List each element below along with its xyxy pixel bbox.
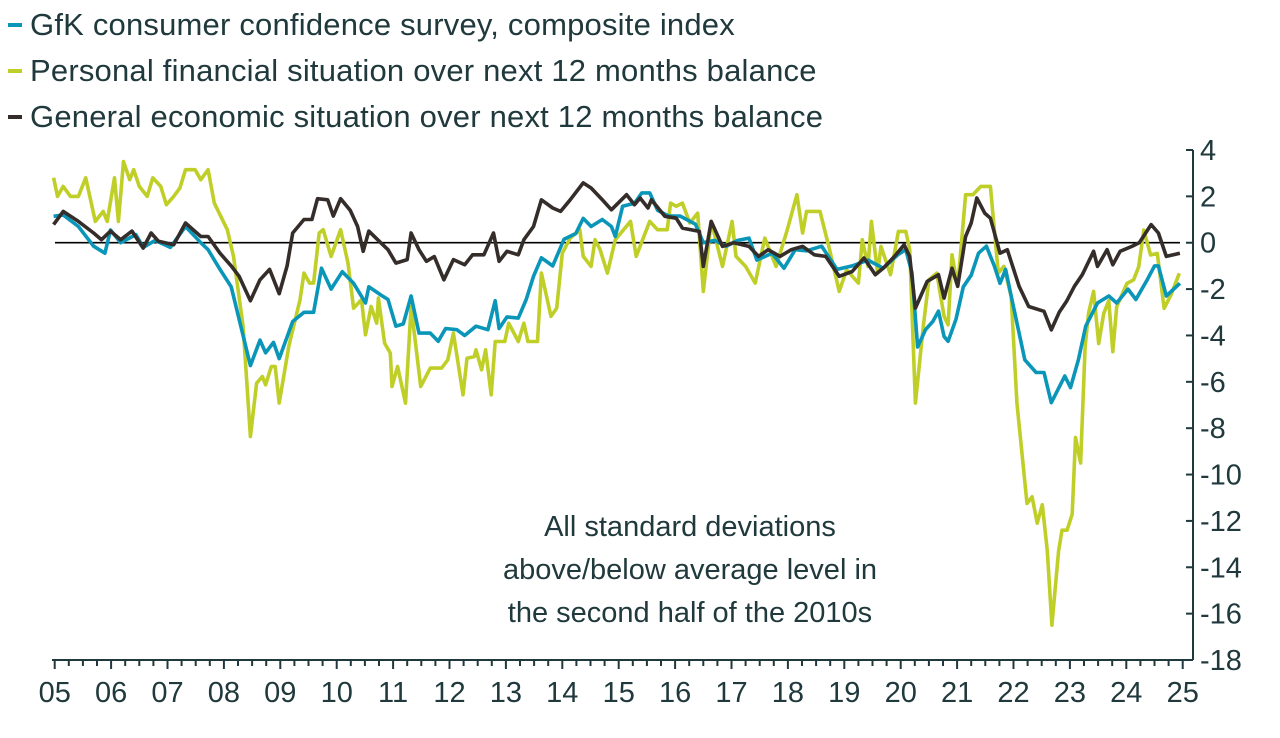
y-tick-label: -10 xyxy=(1200,460,1242,492)
y-tick-label: -16 xyxy=(1200,599,1242,631)
legend-swatch-personal xyxy=(8,69,22,73)
y-tick-label: -4 xyxy=(1200,320,1226,352)
x-tick-label: 20 xyxy=(885,677,917,709)
x-tick-label: 06 xyxy=(95,677,127,709)
x-tick-label: 07 xyxy=(151,677,183,709)
legend-swatch-composite xyxy=(8,23,22,27)
annotation-line-2: above/below average level in xyxy=(503,554,877,586)
legend-swatch-general xyxy=(8,115,22,119)
x-tick-label: 10 xyxy=(321,677,353,709)
legend-label-personal: Personal financial situation over next 1… xyxy=(30,53,817,88)
y-tick-label: -6 xyxy=(1200,367,1226,399)
x-tick-label: 08 xyxy=(208,677,240,709)
series-line-composite xyxy=(53,191,1182,405)
series-lines xyxy=(51,159,1182,627)
series-line-general xyxy=(52,181,1181,332)
x-tick-label: 16 xyxy=(659,677,691,709)
y-tick-label: 0 xyxy=(1200,228,1216,260)
x-tick-label: 11 xyxy=(378,677,408,709)
x-tick-label: 17 xyxy=(715,677,747,709)
y-tick-label: -12 xyxy=(1200,506,1242,538)
y-tick-label: -8 xyxy=(1200,413,1226,445)
x-tick-label: 21 xyxy=(941,677,973,709)
chart-legend: GfK consumer confidence survey, composit… xyxy=(8,2,823,140)
legend-item-personal: Personal financial situation over next 1… xyxy=(8,48,823,94)
x-tick-label: 25 xyxy=(1167,677,1199,709)
y-tick-label: -14 xyxy=(1200,552,1242,584)
legend-label-general: General economic situation over next 12 … xyxy=(30,99,824,134)
x-tick-label: 22 xyxy=(997,677,1029,709)
x-tick-label: 24 xyxy=(1110,677,1142,709)
annotation-line-3: the second half of the 2010s xyxy=(508,597,872,629)
legend-item-composite: GfK consumer confidence survey, composit… xyxy=(8,2,823,48)
y-tick-label: 4 xyxy=(1200,135,1216,167)
annotation-line-1: All standard deviations xyxy=(544,511,836,543)
legend-item-general: General economic situation over next 12 … xyxy=(8,94,823,140)
x-tick-label: 12 xyxy=(433,677,465,709)
y-tick-label: 2 xyxy=(1200,181,1216,213)
x-tick-label: 19 xyxy=(828,677,860,709)
x-tick-label: 18 xyxy=(772,677,804,709)
y-tick-label: -2 xyxy=(1200,274,1226,306)
x-tick-label: 15 xyxy=(603,677,635,709)
series-line-personal xyxy=(51,159,1181,627)
x-tick-label: 05 xyxy=(39,677,71,709)
y-tick-label: -18 xyxy=(1200,645,1242,677)
x-tick-label: 14 xyxy=(546,677,578,709)
x-tick-label: 23 xyxy=(1054,677,1086,709)
x-tick-label: 13 xyxy=(490,677,522,709)
legend-label-composite: GfK consumer confidence survey, composit… xyxy=(30,7,735,42)
x-tick-label: 09 xyxy=(264,677,296,709)
